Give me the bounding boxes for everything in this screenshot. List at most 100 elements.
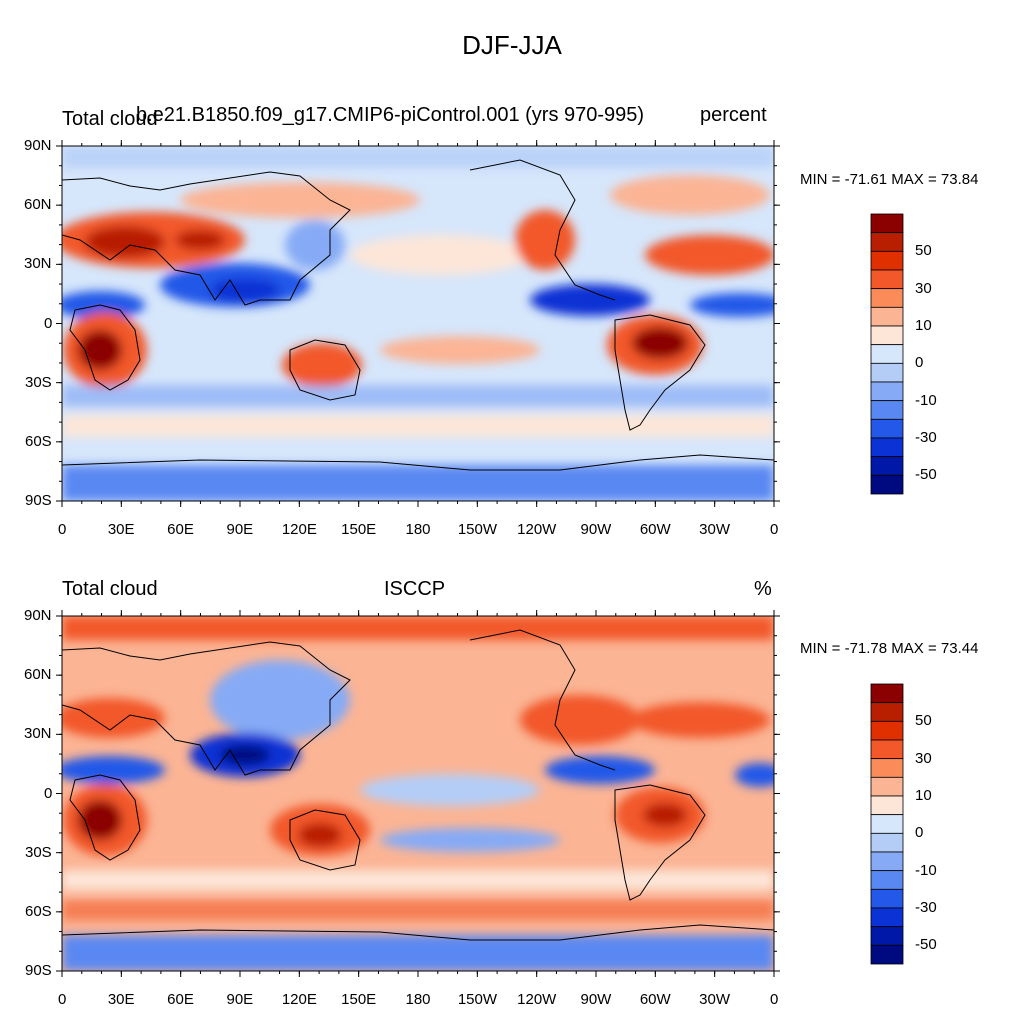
panel2-x-tick-label: 30E (107, 991, 135, 1008)
panel1-x-tick-label: 90E (226, 521, 254, 538)
panel1-y-tick-label: 30S (25, 373, 52, 391)
panel1-x-tick-label: 120W (517, 521, 557, 538)
panel1-x-tick-label: 30W (699, 521, 730, 538)
panel2-x-tick-label: 60W (639, 991, 671, 1008)
panel2-y-tick-label: 60S (25, 902, 52, 920)
figure-title: DJF-JJA (462, 30, 562, 60)
panel2-colorbar-swatch (870, 702, 904, 722)
panel1-axes (56, 140, 780, 507)
panel1-colorbar-swatch (870, 437, 904, 458)
panel2-x-tick-label: 180 (405, 991, 431, 1008)
panel1-x-tick-label: 60E (167, 521, 194, 538)
panel2-colorbar-swatch (870, 926, 904, 946)
panel1-colorbar-label: -30 (915, 429, 937, 446)
panel1-colorbar-swatch (870, 325, 904, 346)
panel1-colorbar-swatch (870, 213, 904, 234)
panel2-colorbar-label: -10 (915, 861, 937, 879)
panel1-y-tick-label: 90S (25, 492, 52, 509)
panel1-y-tick-label: 30N (24, 255, 52, 273)
panel2-colorbar-swatch (870, 795, 904, 816)
panel2-colorbar-swatch (870, 776, 904, 797)
panel2-center-title: ISCCP (384, 578, 446, 600)
panel2-y-tick-label: 0 (44, 784, 53, 802)
panel2-colorbar-swatch (870, 758, 904, 778)
panel2-y-tick-label: 30N (24, 725, 52, 743)
panel2-x-tick-label: 90E (226, 991, 254, 1008)
panel2-colorbar-swatch (870, 870, 904, 890)
panel1-colorbar-label: -10 (915, 391, 937, 409)
panel1-map (61, 145, 775, 502)
panel2-x-tick-label: 0 (770, 991, 779, 1008)
panel1-x-tick-label: 120E (281, 521, 317, 538)
panel2-colorbar-label: -30 (915, 899, 937, 916)
panel2-colorbar-swatch (870, 720, 904, 741)
panel1-y-tick-label: 60N (24, 196, 52, 214)
panel2-colorbar (870, 683, 904, 965)
panel1-x-tick-label: 90W (580, 521, 612, 538)
panel1-colorbar-swatch (870, 232, 904, 252)
panel2-colorbar-swatch (870, 888, 904, 909)
panel2-colorbar-swatch (870, 814, 904, 834)
panel2-colorbar-swatch (870, 683, 904, 704)
panel2-x-tick-label: 150W (457, 991, 498, 1008)
panel1-colorbar-swatch (870, 400, 904, 420)
panel2-colorbar-label: -50 (915, 936, 937, 954)
panel1-colorbar-swatch (870, 250, 904, 271)
panel1-colorbar-swatch (870, 344, 904, 364)
panel2-colorbar-swatch (870, 944, 904, 965)
panel2-x-tick-label: 30W (699, 991, 730, 1008)
panel1-left-title: Total cloud (62, 108, 158, 130)
panel1-x-tick-label: 150W (457, 521, 498, 538)
panel2-colorbar-label: 0 (915, 824, 924, 842)
panel2-x-tick-label: 90W (580, 991, 612, 1008)
panel2-right-title: % (754, 578, 772, 600)
panel1-colorbar-label: 50 (915, 242, 932, 260)
panel1-colorbar-label: 0 (915, 354, 924, 372)
panel1-colorbar-label: 10 (915, 317, 932, 334)
panel1-coastlines (62, 159, 774, 471)
panel2-left-title: Total cloud (62, 578, 158, 600)
panel2-colorbar-swatch (870, 832, 904, 853)
panel2-x-tick-label: 0 (58, 991, 67, 1008)
panel1-colorbar-swatch (870, 362, 904, 383)
panel2-map (61, 615, 775, 972)
panel2-x-tick-label: 120E (281, 991, 317, 1008)
panel2-x-tick-label: 60E (167, 991, 194, 1008)
panel1-colorbar-swatch (870, 418, 904, 439)
panel2-coastlines (62, 629, 774, 941)
panel1-minmax: MIN = -71.61 MAX = 73.84 (800, 171, 979, 188)
panel1-right-title: percent (700, 104, 767, 126)
panel1-y-tick-label: 0 (44, 314, 53, 332)
panel2-y-tick-label: 60N (24, 666, 52, 684)
panel2-colorbar-label: 30 (915, 749, 932, 767)
panel2-y-tick-label: 30S (25, 843, 52, 861)
panel2-y-tick-label: 90N (24, 607, 52, 624)
panel2-axes (56, 610, 780, 977)
panel1-colorbar-label: -50 (915, 466, 937, 484)
panel2-minmax: MIN = -71.78 MAX = 73.44 (800, 640, 979, 657)
panel1-center-title: b.e21.B1850.f09_g17.CMIP6-piControl.001 … (136, 104, 645, 126)
panel1-x-tick-label: 0 (58, 521, 67, 538)
panel2-y-tick-label: 90S (25, 962, 52, 979)
panel1-x-tick-label: 150E (341, 521, 377, 538)
panel1-colorbar-swatch (870, 381, 904, 402)
panel1-colorbar-swatch (870, 456, 904, 476)
panel1-x-tick-label: 0 (770, 521, 779, 538)
panel1-y-tick-label: 60S (25, 432, 52, 450)
panel1-y-tick-label: 90N (24, 137, 52, 154)
panel1-colorbar-swatch (870, 474, 904, 495)
panel1-x-tick-label: 180 (405, 521, 431, 538)
panel2-colorbar-swatch (870, 851, 904, 872)
panel1-colorbar-swatch (870, 288, 904, 308)
panel1-x-tick-label: 60W (639, 521, 671, 538)
panel1-x-tick-label: 30E (107, 521, 135, 538)
panel2-x-tick-label: 150E (341, 991, 377, 1008)
panel2-colorbar-swatch (870, 907, 904, 928)
panel1-colorbar (870, 213, 904, 495)
panel2-x-tick-label: 120W (517, 991, 557, 1008)
panel2-colorbar-label: 10 (915, 787, 932, 804)
panel1-colorbar-swatch (870, 269, 904, 290)
panel1-colorbar-label: 30 (915, 279, 932, 297)
panel2-colorbar-label: 50 (915, 712, 932, 730)
